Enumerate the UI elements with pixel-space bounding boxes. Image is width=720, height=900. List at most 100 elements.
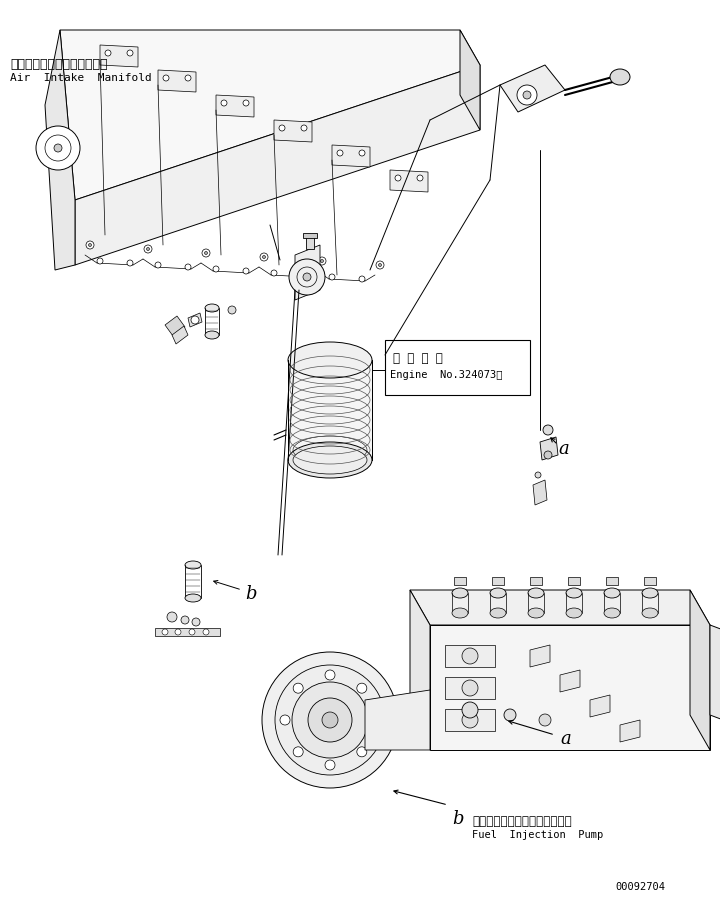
Text: Fuel  Injection  Pump: Fuel Injection Pump — [472, 830, 603, 840]
Ellipse shape — [322, 712, 338, 728]
Polygon shape — [390, 170, 428, 192]
Circle shape — [185, 75, 191, 81]
Circle shape — [192, 618, 200, 626]
Bar — [445, 645, 495, 667]
Circle shape — [36, 126, 80, 170]
Circle shape — [301, 125, 307, 131]
Ellipse shape — [528, 608, 544, 618]
Polygon shape — [410, 590, 430, 750]
Ellipse shape — [610, 69, 630, 85]
Circle shape — [329, 274, 335, 280]
Ellipse shape — [452, 608, 468, 618]
Circle shape — [279, 125, 285, 131]
Bar — [306, 237, 314, 249]
Circle shape — [163, 75, 169, 81]
Polygon shape — [454, 577, 466, 585]
Polygon shape — [216, 95, 254, 117]
Polygon shape — [75, 65, 480, 265]
Circle shape — [325, 760, 335, 770]
Ellipse shape — [185, 594, 201, 602]
Circle shape — [370, 715, 380, 725]
Circle shape — [376, 261, 384, 269]
Ellipse shape — [308, 698, 352, 742]
Polygon shape — [430, 625, 710, 750]
Circle shape — [280, 715, 290, 725]
Circle shape — [318, 257, 326, 265]
Polygon shape — [158, 70, 196, 92]
Circle shape — [271, 270, 277, 276]
Circle shape — [289, 259, 325, 295]
Circle shape — [462, 680, 478, 696]
Ellipse shape — [185, 561, 201, 569]
Ellipse shape — [292, 682, 368, 758]
Ellipse shape — [262, 652, 398, 788]
Ellipse shape — [490, 608, 506, 618]
Circle shape — [175, 629, 181, 635]
Circle shape — [228, 306, 236, 314]
Polygon shape — [710, 625, 720, 730]
Circle shape — [303, 273, 311, 281]
Polygon shape — [530, 577, 542, 585]
Circle shape — [105, 50, 111, 56]
Circle shape — [203, 629, 209, 635]
Circle shape — [539, 714, 551, 726]
Ellipse shape — [566, 608, 582, 618]
Circle shape — [260, 253, 268, 261]
Text: a: a — [560, 730, 571, 748]
Polygon shape — [365, 690, 430, 750]
Circle shape — [185, 264, 191, 270]
Circle shape — [221, 100, 227, 106]
Circle shape — [243, 100, 249, 106]
Circle shape — [191, 316, 199, 324]
Polygon shape — [540, 437, 558, 460]
Circle shape — [144, 245, 152, 253]
Circle shape — [543, 425, 553, 435]
Polygon shape — [530, 645, 550, 667]
Bar — [445, 709, 495, 731]
Bar — [445, 677, 495, 699]
Circle shape — [359, 150, 365, 156]
Text: フェルインジェクションポンプ: フェルインジェクションポンプ — [472, 815, 572, 828]
Polygon shape — [500, 65, 565, 112]
Polygon shape — [620, 720, 640, 742]
Polygon shape — [332, 145, 370, 167]
Ellipse shape — [205, 331, 219, 339]
Circle shape — [504, 709, 516, 721]
Circle shape — [337, 150, 343, 156]
Ellipse shape — [604, 608, 620, 618]
Circle shape — [213, 266, 219, 272]
Ellipse shape — [642, 588, 658, 598]
Polygon shape — [274, 120, 312, 142]
Polygon shape — [533, 480, 547, 505]
Polygon shape — [188, 313, 202, 327]
Ellipse shape — [452, 588, 468, 598]
Ellipse shape — [293, 446, 367, 474]
Circle shape — [462, 712, 478, 728]
Ellipse shape — [642, 608, 658, 618]
Polygon shape — [100, 45, 138, 67]
Circle shape — [395, 175, 401, 181]
Polygon shape — [165, 316, 185, 336]
Ellipse shape — [288, 442, 372, 478]
Text: エアーインテークマニホルド: エアーインテークマニホルド — [10, 58, 107, 71]
Polygon shape — [590, 695, 610, 717]
Circle shape — [544, 451, 552, 459]
Text: b: b — [245, 585, 256, 603]
Polygon shape — [155, 628, 220, 636]
Ellipse shape — [205, 304, 219, 312]
Circle shape — [89, 244, 91, 247]
Bar — [303, 233, 317, 238]
Bar — [288, 360, 372, 460]
Circle shape — [97, 258, 103, 264]
Circle shape — [379, 264, 382, 266]
Circle shape — [263, 256, 266, 258]
Circle shape — [357, 747, 366, 757]
Ellipse shape — [288, 342, 372, 378]
Text: 適 用 号 機: 適 用 号 機 — [393, 352, 443, 365]
Circle shape — [293, 747, 303, 757]
Polygon shape — [410, 590, 710, 625]
Circle shape — [127, 260, 133, 266]
Text: 00092704: 00092704 — [615, 882, 665, 892]
Polygon shape — [492, 577, 504, 585]
Circle shape — [462, 648, 478, 664]
